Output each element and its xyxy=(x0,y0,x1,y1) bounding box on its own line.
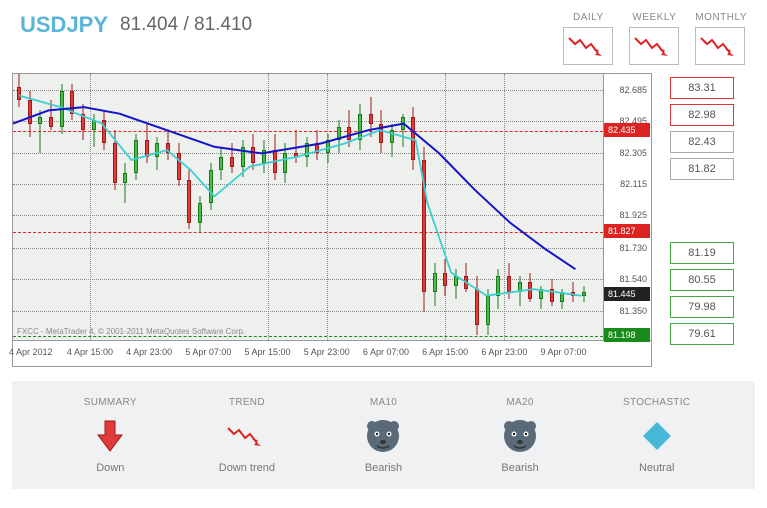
indicator-trend[interactable]: TREND Down trend xyxy=(179,397,316,474)
indicator-title: TREND xyxy=(179,397,316,408)
trend-down-icon xyxy=(695,27,745,65)
indicator-ma10[interactable]: MA10 Bearish xyxy=(315,397,452,474)
price-quote: 81.404 / 81.410 xyxy=(120,14,252,36)
chart-watermark: FXCC - MetaTrader 4, © 2001-2011 MetaQuo… xyxy=(17,327,245,336)
levels-column: 83.31 82.98 82.43 81.82 81.19 80.55 79.98 79.61 xyxy=(670,73,740,367)
arrow-down-icon xyxy=(42,414,179,458)
indicator-title: MA10 xyxy=(315,397,452,408)
indicator-caption: Neutral xyxy=(588,462,725,474)
trend-label: WEEKLY xyxy=(629,12,679,23)
main-row: FXCC - MetaTrader 4, © 2001-2011 MetaQuo… xyxy=(0,73,767,367)
bear-icon xyxy=(315,414,452,458)
indicator-caption: Down trend xyxy=(179,462,316,474)
trend-monthly[interactable]: MONTHLY xyxy=(695,12,747,65)
indicator-stochastic[interactable]: STOCHASTIC Neutral xyxy=(588,397,725,474)
indicator-caption: Bearish xyxy=(315,462,452,474)
diamond-icon xyxy=(588,414,725,458)
indicator-title: SUMMARY xyxy=(42,397,179,408)
chart-area[interactable]: FXCC - MetaTrader 4, © 2001-2011 MetaQuo… xyxy=(12,73,604,341)
indicator-title: STOCHASTIC xyxy=(588,397,725,408)
indicator-title: MA20 xyxy=(452,397,589,408)
header: USDJPY 81.404 / 81.410 DAILY WEEKLY MONTHL… xyxy=(0,0,767,73)
resistance-level[interactable]: 82.98 xyxy=(670,104,734,126)
indicator-summary[interactable]: SUMMARY Down xyxy=(42,397,179,474)
support-tag: 81.198 xyxy=(604,328,650,342)
indicator-caption: Bearish xyxy=(452,462,589,474)
trend-down-icon xyxy=(563,27,613,65)
trend-down-icon xyxy=(629,27,679,65)
indicator-caption: Down xyxy=(42,462,179,474)
pair-symbol: USDJPY xyxy=(20,12,108,38)
support-level[interactable]: 79.61 xyxy=(670,323,734,345)
trend-down-icon xyxy=(179,414,316,458)
indicator-ma20[interactable]: MA20 Bearish xyxy=(452,397,589,474)
indicator-footer: SUMMARYDownTRENDDown trendMA10BearishMA2… xyxy=(12,381,755,489)
current-price-tag: 81.445 xyxy=(604,287,650,301)
support-level[interactable]: 81.19 xyxy=(670,242,734,264)
trend-boxes: DAILY WEEKLY MONTHLY xyxy=(563,12,747,65)
x-axis: 4 Apr 20124 Apr 15:004 Apr 23:005 Apr 07… xyxy=(12,341,652,367)
trend-weekly[interactable]: WEEKLY xyxy=(629,12,679,65)
support-level[interactable]: 79.98 xyxy=(670,296,734,318)
trend-daily[interactable]: DAILY xyxy=(563,12,613,65)
pivot-level[interactable]: 82.43 xyxy=(670,131,734,153)
chart[interactable]: FXCC - MetaTrader 4, © 2001-2011 MetaQuo… xyxy=(12,73,652,367)
resistance-tag: 82.435 xyxy=(604,123,650,137)
trend-label: DAILY xyxy=(563,12,613,23)
support-level[interactable]: 80.55 xyxy=(670,269,734,291)
trend-label: MONTHLY xyxy=(695,12,747,23)
pivot-level[interactable]: 81.82 xyxy=(670,158,734,180)
resistance-level[interactable]: 83.31 xyxy=(670,77,734,99)
resistance-tag: 81.827 xyxy=(604,224,650,238)
bear-icon xyxy=(452,414,589,458)
